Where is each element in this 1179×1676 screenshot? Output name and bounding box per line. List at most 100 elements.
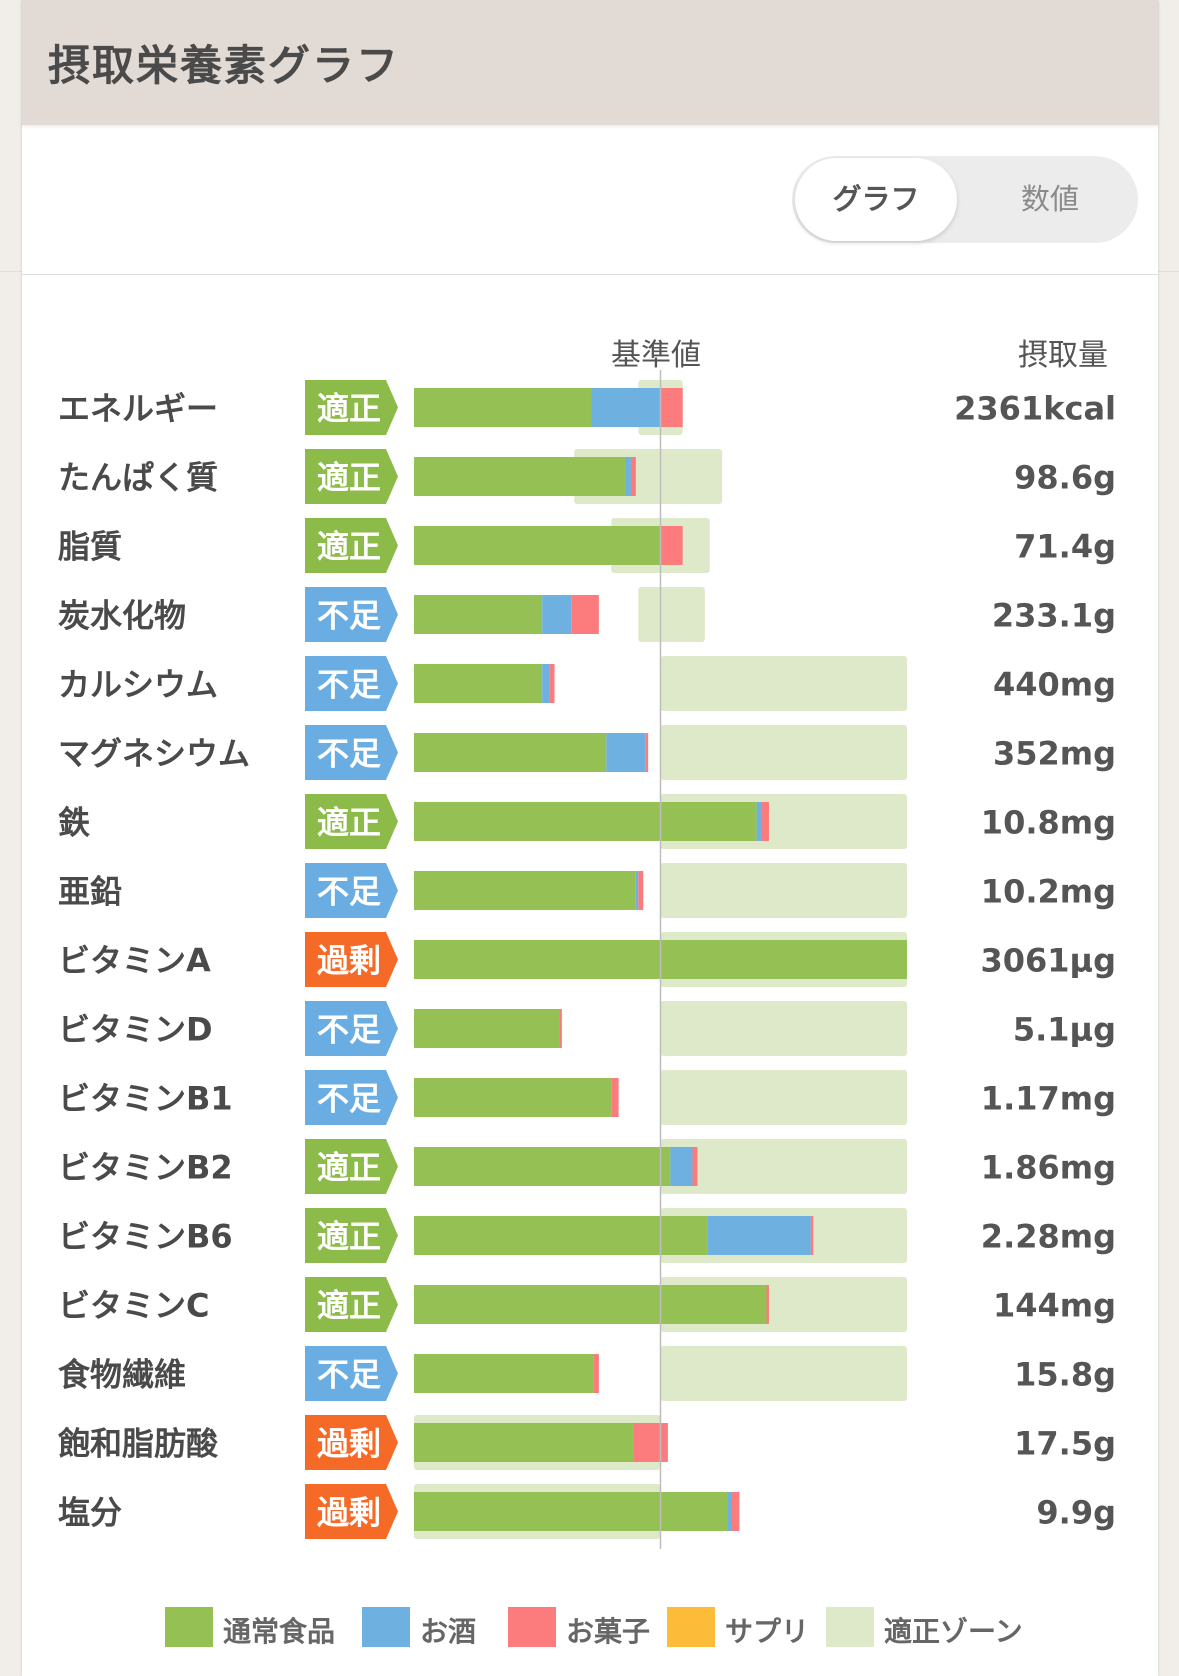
nutrient-label: 亜鉛 — [58, 873, 122, 911]
nutrient-label: ビタミンA — [58, 942, 211, 980]
legend-label: お酒 — [420, 1615, 477, 1648]
intake-value: 440mg — [993, 666, 1116, 704]
status-badge-label: 過剰 — [317, 942, 381, 980]
status-badge-label: 過剰 — [317, 1425, 381, 1463]
intake-value: 10.8mg — [981, 804, 1116, 842]
bar-segment-alcohol — [756, 802, 762, 841]
status-badge-label: 不足 — [317, 873, 381, 911]
nutrient-label: マグネシウム — [58, 735, 250, 773]
bar-segment-alcohol — [625, 457, 631, 496]
status-badge-shape — [305, 794, 398, 849]
nutrient-label: エネルギー — [58, 390, 218, 428]
legend-swatch — [508, 1607, 556, 1647]
intake-value: 2.28mg — [981, 1218, 1116, 1256]
status-badge-shape — [305, 725, 398, 780]
appropriate-zone-bar — [660, 863, 907, 918]
status-badge-shape — [305, 449, 398, 504]
intake-value: 15.8g — [1014, 1356, 1116, 1394]
intake-value: 9.9g — [1036, 1494, 1116, 1532]
legend-swatch — [362, 1607, 410, 1647]
bar-segment-alcohol — [635, 871, 639, 910]
bar-segment-normal-food — [414, 1354, 594, 1393]
status-badge-shape — [305, 932, 398, 987]
nutrient-graph-card: 摂取栄養素グラフ グラフ 数値 基準値 摂取量 エネルギー 適正 2361kcal た… — [22, 0, 1158, 1676]
legend-label: 通常食品 — [223, 1615, 336, 1648]
status-badge-shape — [305, 863, 398, 918]
nutrient-label: ビタミンC — [58, 1287, 210, 1325]
bar-segment-normal-food — [414, 1285, 767, 1324]
bar-segment-normal-food — [414, 1423, 634, 1462]
view-toggle: グラフ 数値 — [792, 156, 1138, 243]
bar-segment-alcohol — [542, 664, 550, 703]
status-badge-label: 適正 — [317, 1218, 381, 1256]
status-badge-label: 不足 — [317, 735, 381, 773]
legend-label: サプリ — [725, 1615, 810, 1648]
bar-segment-normal-food — [414, 733, 607, 772]
nutrient-label: ビタミンD — [58, 1011, 213, 1049]
appropriate-zone-bar — [660, 1070, 907, 1125]
toggle-graph-button[interactable]: グラフ — [795, 158, 957, 241]
status-badge-shape — [305, 1070, 398, 1125]
status-badge-label: 不足 — [317, 666, 381, 704]
intake-value: 17.5g — [1014, 1425, 1116, 1463]
intake-value: 10.2mg — [981, 873, 1116, 911]
bar-segment-alcohol — [591, 388, 661, 427]
bar-segment-normal-food — [414, 526, 661, 565]
status-badge-shape — [305, 1277, 398, 1332]
intake-value: 352mg — [993, 735, 1116, 773]
bar-segment-snacks — [761, 802, 769, 841]
bar-segment-normal-food — [414, 388, 592, 427]
status-badge-shape — [305, 1001, 398, 1056]
header-divider — [22, 274, 1158, 275]
bar-segment-alcohol — [670, 1147, 693, 1186]
intake-value: 98.6g — [1014, 459, 1116, 497]
status-badge-shape — [305, 1208, 398, 1263]
card-header: 摂取栄養素グラフ — [22, 0, 1158, 125]
nutrient-label: 食物繊維 — [58, 1356, 186, 1394]
legend-swatch — [165, 1607, 213, 1647]
appropriate-zone-bar — [660, 1346, 907, 1401]
reference-column-header: 基準値 — [611, 338, 701, 373]
bar-segment-snacks — [692, 1147, 698, 1186]
status-badge-shape — [305, 518, 398, 573]
bar-segment-snacks — [633, 1423, 668, 1462]
nutrient-label: ビタミンB2 — [58, 1149, 233, 1187]
bar-segment-normal-food — [414, 664, 543, 703]
nutrient-label: 鉄 — [58, 804, 90, 842]
intake-value: 5.1μg — [1013, 1011, 1116, 1049]
bar-segment-alcohol — [542, 595, 572, 634]
bar-segment-normal-food — [414, 1009, 560, 1048]
bar-segment-snacks — [766, 1285, 769, 1324]
intake-value: 1.17mg — [981, 1080, 1116, 1118]
legend-label: お菓子 — [566, 1615, 651, 1648]
status-badge-label: 不足 — [317, 1011, 381, 1049]
bar-segment-normal-food — [414, 595, 543, 634]
toggle-values-button[interactable]: 数値 — [1020, 182, 1079, 216]
appropriate-zone-bar — [660, 725, 907, 780]
bar-segment-alcohol — [606, 733, 646, 772]
bar-segment-snacks — [645, 733, 649, 772]
legend-swatch — [667, 1607, 715, 1647]
intake-value: 2361kcal — [954, 390, 1116, 428]
nutrient-label: 塩分 — [58, 1494, 122, 1532]
bar-segment-snacks — [611, 1078, 619, 1117]
status-badge-label: 不足 — [317, 1356, 381, 1394]
bar-segment-alcohol — [707, 1216, 811, 1255]
status-badge-label: 適正 — [317, 1149, 381, 1187]
status-badge-shape — [305, 1139, 398, 1194]
intake-value: 233.1g — [992, 597, 1116, 635]
status-badge-shape — [305, 656, 398, 711]
bar-segment-normal-food — [414, 802, 757, 841]
status-badge-label: 適正 — [317, 390, 381, 428]
bar-segment-snacks — [731, 1492, 740, 1531]
nutrient-label: 飽和脂肪酸 — [58, 1425, 219, 1463]
legend-swatch — [826, 1607, 874, 1647]
bar-segment-snacks — [660, 526, 683, 565]
bar-segment-snacks — [593, 1354, 599, 1393]
status-badge-label: 適正 — [317, 804, 381, 842]
status-badge-label: 過剰 — [317, 1494, 381, 1532]
bar-segment-snacks — [630, 457, 636, 496]
intake-column-header: 摂取量 — [1018, 338, 1108, 373]
status-badge-label: 適正 — [317, 1287, 381, 1325]
